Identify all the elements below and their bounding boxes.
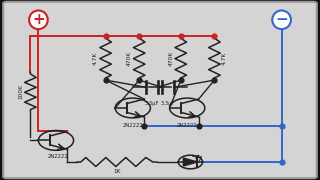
- Text: −: −: [275, 12, 288, 27]
- Text: 4.7K: 4.7K: [221, 51, 227, 65]
- Text: 2N2222: 2N2222: [123, 123, 143, 128]
- FancyBboxPatch shape: [3, 2, 317, 178]
- Text: 470K: 470K: [169, 50, 174, 66]
- Text: 2N2222: 2N2222: [177, 123, 197, 128]
- Text: 1K: 1K: [113, 169, 121, 174]
- Text: 2N2222: 2N2222: [47, 154, 68, 159]
- Text: 3.3μF: 3.3μF: [145, 101, 159, 106]
- Text: 4.7K: 4.7K: [92, 51, 98, 65]
- Text: +: +: [32, 12, 45, 27]
- Polygon shape: [183, 158, 197, 166]
- Text: 470K: 470K: [127, 50, 132, 66]
- Text: 100K: 100K: [18, 84, 23, 99]
- Text: 3.3μF: 3.3μF: [161, 101, 175, 106]
